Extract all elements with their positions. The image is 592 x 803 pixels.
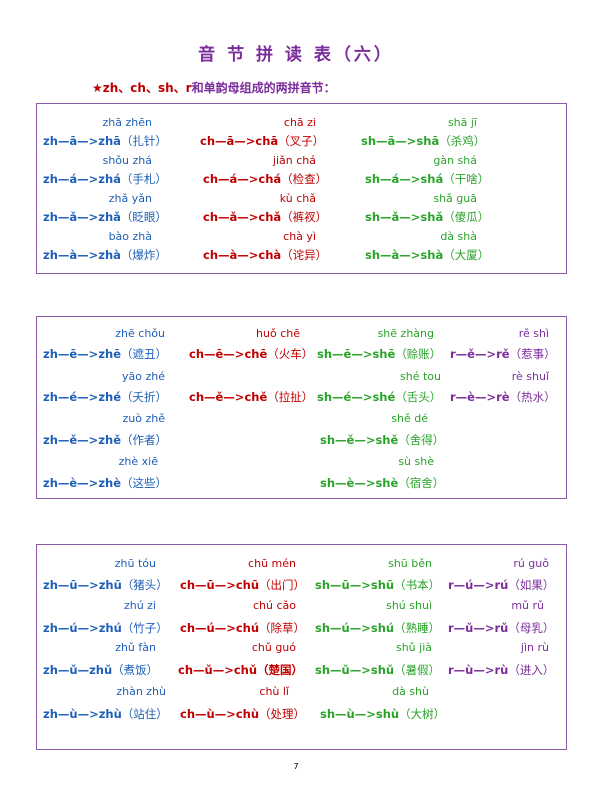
pinyin-label: chū mén — [248, 557, 296, 570]
spelling-entry: r—ú—>rú（如果） — [448, 578, 555, 592]
spelling-entry: zh—ù—>zhù（站住） — [43, 707, 168, 721]
pinyin-label: zhú zi — [123, 599, 156, 612]
spelling-entry: sh—ǎ—>shǎ（傻瓜） — [365, 210, 490, 224]
spelling-entry: zh—ā—>zhā（扎针） — [43, 134, 167, 148]
pinyin-label: mǔ rǔ — [511, 599, 544, 612]
pinyin-label: bào zhà — [108, 230, 152, 243]
spelling-entry: ch—ú—>chú（除草） — [180, 621, 306, 635]
pinyin-label: zhǎ yǎn — [108, 192, 152, 205]
spelling-entry: ch—á—>chá（检查） — [203, 172, 328, 186]
pinyin-label: zhè xiē — [118, 455, 158, 468]
star-icon: ★ — [92, 81, 103, 95]
pinyin-label: rě shì — [518, 327, 549, 340]
spelling-entry: ch—ù—>chù（处理） — [180, 707, 306, 721]
spelling-entry: ch—ǔ—>chǔ（楚国） — [178, 663, 304, 677]
spelling-entry: sh—ú—>shú（熟睡） — [315, 621, 441, 635]
spelling-entry: ch—ū—>chū（出门） — [180, 578, 306, 592]
pinyin-label: shǔ jià — [395, 641, 432, 654]
spelling-entry: zh—á—>zhá（手札） — [43, 172, 167, 186]
spelling-entry: zh—é—>zhé（夭折） — [43, 390, 167, 404]
spelling-entry: sh—á—>shá（干啥） — [365, 172, 490, 186]
spelling-entry: sh—ē—>shē（赊账） — [317, 347, 442, 361]
spelling-entry: sh—ā—>shā（杀鸡） — [361, 134, 486, 148]
pinyin-label: rè shuǐ — [511, 370, 549, 383]
spelling-entry: ch—ǎ—>chǎ（裤衩） — [203, 210, 328, 224]
spelling-entry: r—ù—>rù（进入） — [448, 663, 555, 677]
spelling-entry: sh—à—>shà（大厦） — [365, 248, 490, 262]
spelling-entry: zh—ǎ—>zhǎ（眨眼） — [43, 210, 167, 224]
table-box-u — [36, 544, 567, 750]
pinyin-label: zuò zhě — [122, 412, 166, 425]
pinyin-label: sù shè — [398, 455, 434, 468]
spelling-entry: zh—ē—>zhē（遮丑） — [43, 347, 167, 361]
spelling-entry: r—ě—>rě（惹事） — [450, 347, 556, 361]
pinyin-label: jiǎn chá — [272, 154, 316, 167]
spelling-entry: ch—ā—>chā（叉子） — [200, 134, 325, 148]
pinyin-label: gàn shá — [433, 154, 477, 167]
spelling-entry: zh—ǔ—zhǔ（煮饭） — [43, 663, 159, 677]
spelling-entry: sh—ǔ—>shǔ（暑假） — [315, 663, 441, 677]
pinyin-label: shú shuì — [386, 599, 432, 612]
pinyin-label: chǔ guó — [251, 641, 296, 654]
pinyin-label: shǒu zhá — [102, 154, 152, 167]
pinyin-label: shū běn — [388, 557, 432, 570]
pinyin-label: zhū tóu — [114, 557, 156, 570]
pinyin-label: shé tou — [400, 370, 441, 383]
spelling-entry: r—è—>rè（热水） — [450, 390, 556, 404]
spelling-entry: zh—ě—>zhě（作者） — [43, 433, 167, 447]
spelling-entry: zh—ū—>zhū（猪头） — [43, 578, 168, 592]
pinyin-label: zhē chǒu — [115, 327, 165, 340]
pinyin-label: shě dé — [391, 412, 428, 425]
pinyin-label: chù lǐ — [259, 685, 289, 698]
section-subtitle: ★zh、ch、sh、r和单韵母组成的两拼音节： — [92, 79, 336, 96]
pinyin-label: rú guǒ — [513, 557, 549, 570]
spelling-entry: sh—ū—>shū（书本） — [315, 578, 441, 592]
pinyin-label: zhàn zhù — [116, 685, 166, 698]
pinyin-label: zhā zhēn — [102, 116, 152, 129]
spelling-entry: zh—è—>zhè（这些） — [43, 476, 167, 490]
spelling-entry: ch—ē—>chē（火车） — [189, 347, 314, 361]
pinyin-label: huǒ chē — [256, 327, 300, 340]
pinyin-label: jìn rù — [520, 641, 549, 654]
spelling-entry: zh—à—>zhà（爆炸） — [43, 248, 167, 262]
pinyin-label: shǎ guā — [433, 192, 477, 205]
table-box-e — [36, 316, 567, 499]
pinyin-label: dà shà — [440, 230, 477, 243]
spelling-entry: r—ǔ—>rǔ（母乳） — [448, 621, 555, 635]
spelling-entry: sh—ě—>shě（舍得） — [320, 433, 445, 447]
spelling-entry: sh—ù—>shù（大树） — [320, 707, 446, 721]
pinyin-label: yāo zhé — [122, 370, 165, 383]
page-number: 7 — [293, 762, 299, 771]
pinyin-label: chā zi — [283, 116, 316, 129]
page-title: 音 节 拼 读 表（六） — [198, 45, 394, 65]
pinyin-label: zhǔ fàn — [115, 641, 156, 654]
pinyin-label: chà yì — [283, 230, 316, 243]
spelling-entry: sh—é—>shé（舌头） — [317, 390, 442, 404]
subtitle-letters: zh、ch、sh、r — [102, 81, 192, 95]
pinyin-label: dà shù — [392, 685, 429, 698]
pinyin-label: shē zhàng — [377, 327, 434, 340]
spelling-entry: ch—à—>chà（诧异） — [203, 248, 328, 262]
pinyin-label: kù chǎ — [279, 192, 316, 205]
table-box-a — [36, 103, 567, 274]
spelling-entry: zh—ú—>zhú（竹子） — [43, 621, 168, 635]
spelling-entry: sh—è—>shè（宿舍） — [320, 476, 445, 490]
pinyin-label: chú cǎo — [252, 599, 296, 612]
spelling-entry: ch—ě—>chě（拉扯） — [189, 390, 314, 404]
pinyin-label: shā jī — [447, 116, 477, 129]
subtitle-text: 和单韵母组成的两拼音节： — [191, 81, 336, 95]
